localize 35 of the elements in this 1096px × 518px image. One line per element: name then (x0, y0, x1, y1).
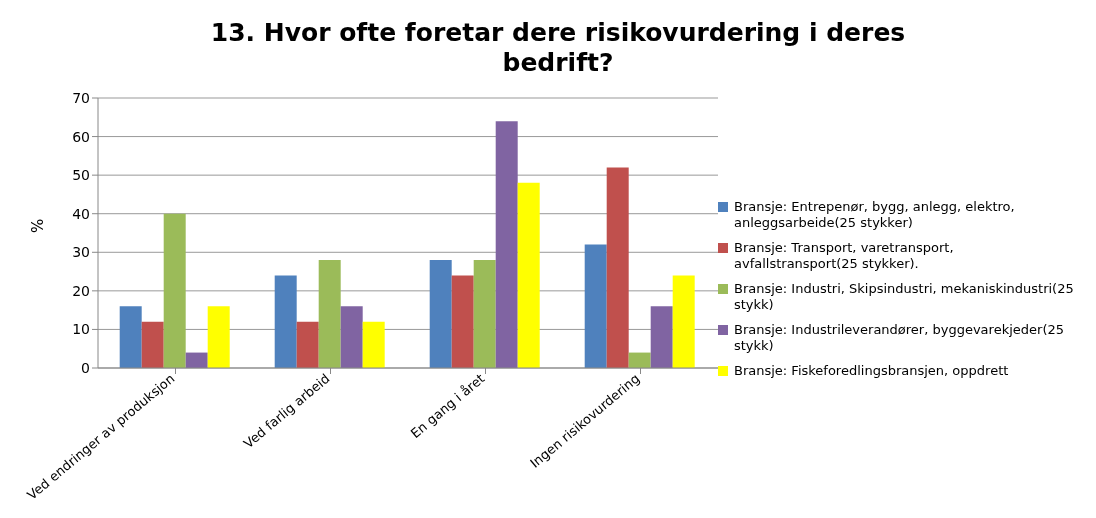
legend-label: Bransje: Industrileverandører, byggevarekjeder(25 stykk) (734, 321, 1065, 354)
bar (606, 167, 629, 368)
bar (517, 182, 540, 368)
legend-label: Bransje: Fiskeforedlingsbransjen, oppdrett (734, 362, 1009, 379)
y-axis-title: % (29, 218, 48, 233)
bar (672, 275, 695, 368)
bar (473, 260, 496, 368)
y-tick-label: 30 (72, 244, 90, 261)
bar (451, 275, 474, 368)
y-tick-label: 0 (81, 359, 90, 376)
bar (207, 306, 230, 368)
bar (628, 352, 651, 368)
y-tick-label: 40 (72, 205, 90, 222)
y-tick-label: 60 (72, 128, 90, 145)
bar (185, 352, 208, 368)
y-tick-label: 20 (72, 282, 90, 299)
bar (274, 275, 297, 368)
bar (650, 306, 673, 368)
bar (163, 213, 186, 368)
bar (584, 244, 607, 368)
y-tick-label: 50 (72, 167, 90, 184)
bar (296, 321, 319, 368)
y-tick-label: 70 (72, 89, 90, 106)
bar (318, 260, 341, 368)
bar (429, 260, 452, 368)
legend-label: Bransje: Entrepenør, bygg, anlegg, elektro, anleggsarbeide(25 stykker) (734, 198, 1016, 231)
bar (495, 121, 518, 368)
legend-label: Bransje: Transport, varetransport, avfallstransport(25 stykker). (734, 239, 955, 272)
chart-title: 13. Hvor ofte foretar dere risikovurdering i deres bedrift? (209, 18, 907, 78)
bar (141, 321, 164, 368)
bar (362, 321, 385, 368)
y-tick-label: 10 (72, 321, 90, 338)
bar (340, 306, 363, 368)
legend-label: Bransje: Industri, Skipsindustri, mekaniskindustri(25 stykk) (734, 280, 1075, 313)
bar (119, 306, 142, 368)
